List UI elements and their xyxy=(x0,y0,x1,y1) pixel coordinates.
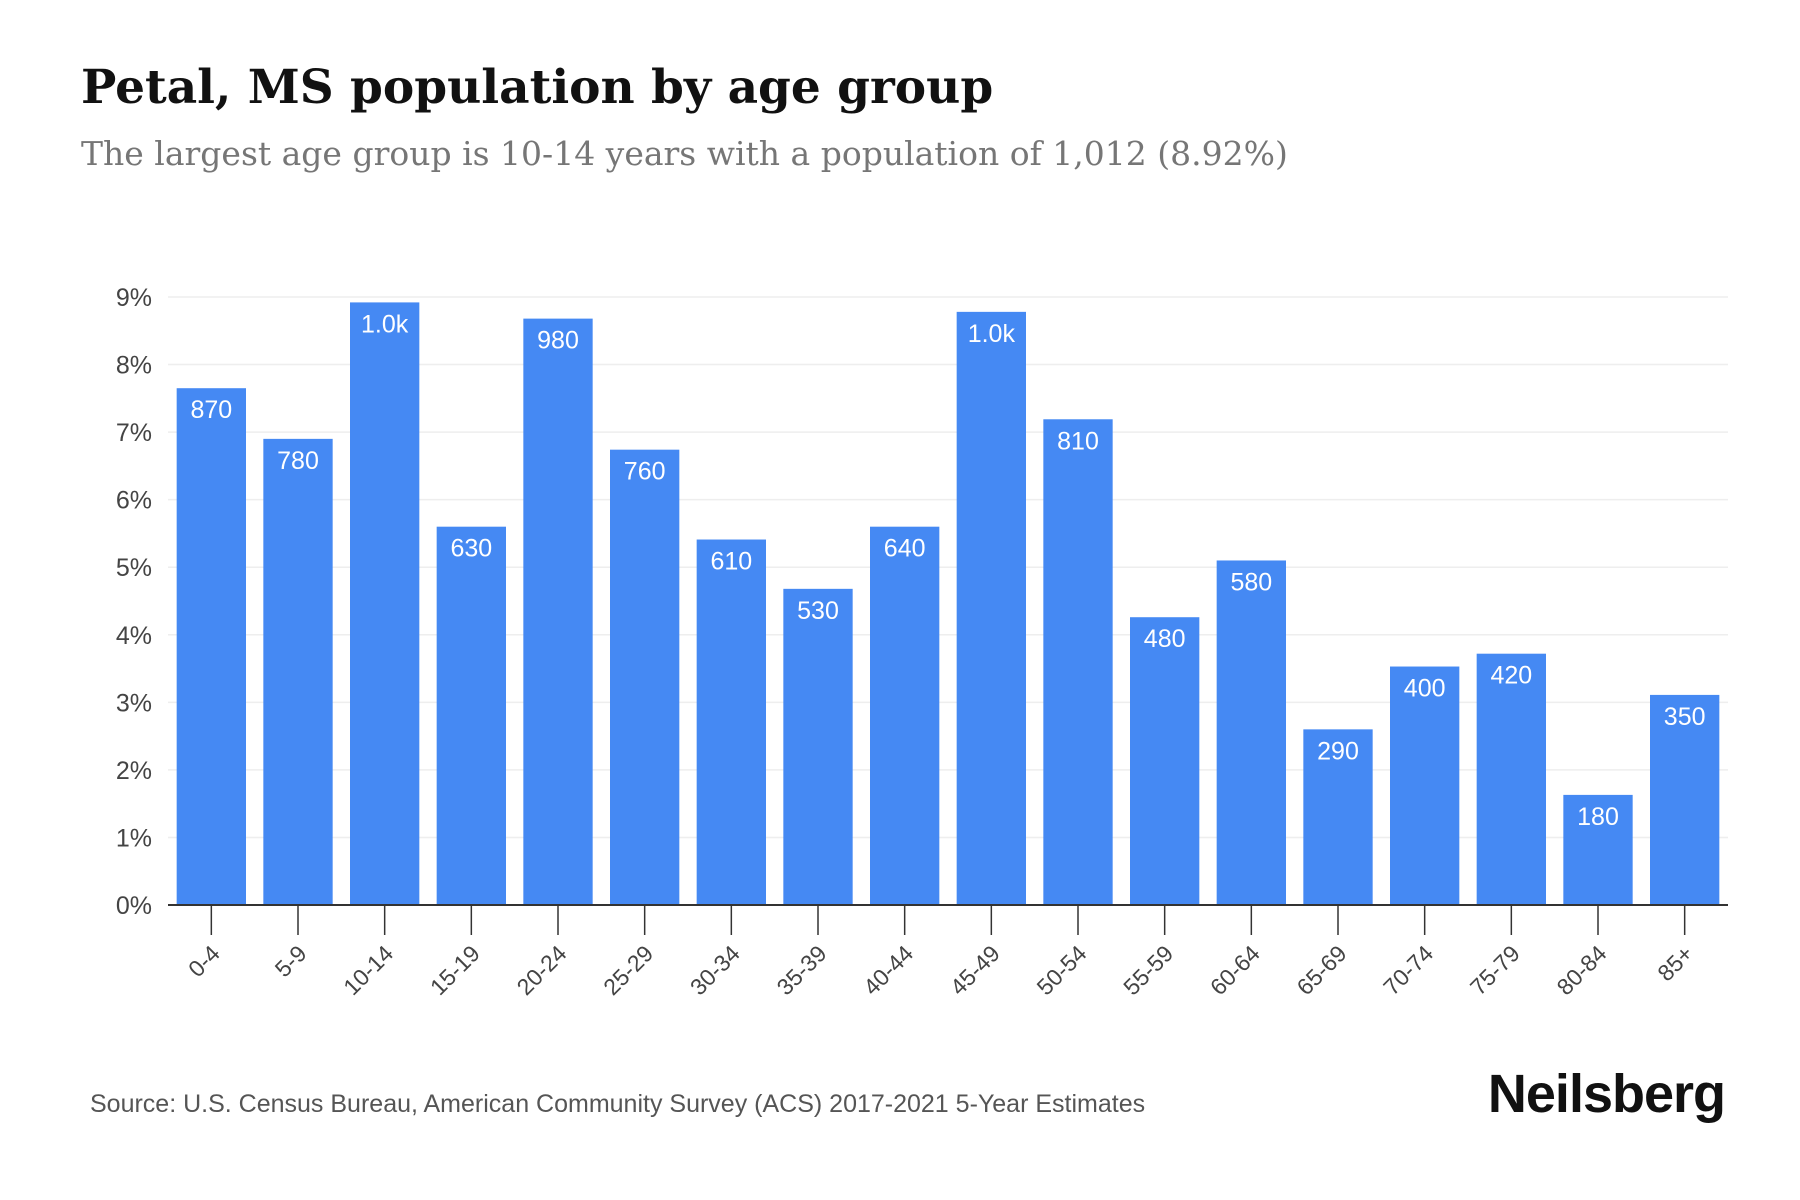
x-tick-label: 10-14 xyxy=(338,940,398,1000)
bar-85+ xyxy=(1650,694,1720,905)
y-tick-label: 2% xyxy=(116,757,152,785)
y-tick-label: 7% xyxy=(116,419,152,447)
bar-80-84 xyxy=(1563,794,1633,905)
bar-value-label: 530 xyxy=(797,597,839,625)
bar-70-74 xyxy=(1390,666,1460,905)
bar-value-label: 1.0k xyxy=(361,310,409,338)
bar-75-79 xyxy=(1476,653,1546,905)
y-tick-label: 3% xyxy=(116,689,152,717)
x-axis-ticks: 0-4 5-9 10-14 15-19 20-24 25-29 30-34 35-39 40-4… xyxy=(183,905,1698,1000)
bar-35-39 xyxy=(783,588,853,905)
x-tick-label: 55-59 xyxy=(1118,940,1178,1000)
x-tick-label: 45-49 xyxy=(945,940,1005,1000)
chart-title: Petal, MS population by age group xyxy=(81,60,994,115)
bar-5-9 xyxy=(263,438,333,905)
bar-value-label: 640 xyxy=(884,535,926,563)
bar-value-label: 180 xyxy=(1577,803,1619,831)
x-tick-label: 15-19 xyxy=(425,940,485,1000)
bar-10-14 xyxy=(350,302,420,906)
bar-value-label: 610 xyxy=(710,548,752,576)
bar-20-24 xyxy=(523,318,593,905)
bar-labels: 870 780 1.0k 630 980 760 610 530 640 1.0k 810 480 58… xyxy=(190,310,1705,830)
x-tick-label: 85+ xyxy=(1652,940,1698,986)
y-tick-label: 9% xyxy=(116,284,152,312)
bar-value-label: 980 xyxy=(537,327,579,355)
y-tick-label: 5% xyxy=(116,554,152,582)
bar-value-label: 480 xyxy=(1144,625,1186,653)
bar-value-label: 630 xyxy=(450,535,492,563)
y-tick-label: 1% xyxy=(116,824,152,852)
y-tick-label: 0% xyxy=(116,892,152,920)
x-tick-label: 0-4 xyxy=(183,940,225,982)
brand-logo: Neilsberg xyxy=(1487,1064,1726,1124)
bar-value-label: 870 xyxy=(190,396,232,424)
source-note: Source: U.S. Census Bureau, American Com… xyxy=(90,1090,1146,1118)
bar-value-label: 1.0k xyxy=(968,320,1016,348)
bar-40-44 xyxy=(870,526,940,905)
bar-55-59 xyxy=(1130,617,1200,905)
x-tick-label: 40-44 xyxy=(858,940,918,1000)
x-tick-label: 30-34 xyxy=(685,940,745,1000)
bar-65-69 xyxy=(1303,729,1373,905)
x-tick-label: 65-69 xyxy=(1292,940,1352,1000)
bar-0-4 xyxy=(176,388,246,905)
bar-value-label: 290 xyxy=(1317,737,1359,765)
bar-value-label: 780 xyxy=(277,447,319,475)
x-tick-label: 35-39 xyxy=(772,940,832,1000)
x-tick-label: 50-54 xyxy=(1032,940,1092,1000)
bar-value-label: 420 xyxy=(1490,662,1532,690)
grid-lines xyxy=(168,296,1728,839)
x-tick-label: 80-84 xyxy=(1552,940,1612,1000)
bar-value-label: 400 xyxy=(1404,675,1446,703)
bar-30-34 xyxy=(696,539,766,905)
bar-value-label: 810 xyxy=(1057,427,1099,455)
bar-25-29 xyxy=(610,449,680,905)
x-tick-label: 60-64 xyxy=(1205,940,1265,1000)
bar-value-label: 350 xyxy=(1664,703,1706,731)
bar-60-64 xyxy=(1216,560,1286,905)
y-tick-label: 8% xyxy=(116,352,152,380)
x-tick-label: 25-29 xyxy=(598,940,658,1000)
x-tick-label: 20-24 xyxy=(512,940,572,1000)
x-tick-label: 70-74 xyxy=(1378,940,1438,1000)
bars xyxy=(176,302,1720,906)
y-tick-label: 6% xyxy=(116,487,152,515)
y-axis-ticks: 0% 1% 2% 3% 4% 5% 6% 7% 8% 9% xyxy=(116,284,152,920)
chart-subtitle: The largest age group is 10-14 years wit… xyxy=(81,134,1288,173)
bar-15-19 xyxy=(436,526,506,905)
bar-45-49 xyxy=(956,311,1026,906)
y-tick-label: 4% xyxy=(116,622,152,650)
bar-50-54 xyxy=(1043,419,1113,905)
x-tick-label: 75-79 xyxy=(1465,940,1525,1000)
bar-value-label: 580 xyxy=(1230,568,1272,596)
x-tick-label: 5-9 xyxy=(270,940,312,982)
bar-value-label: 760 xyxy=(624,458,666,486)
